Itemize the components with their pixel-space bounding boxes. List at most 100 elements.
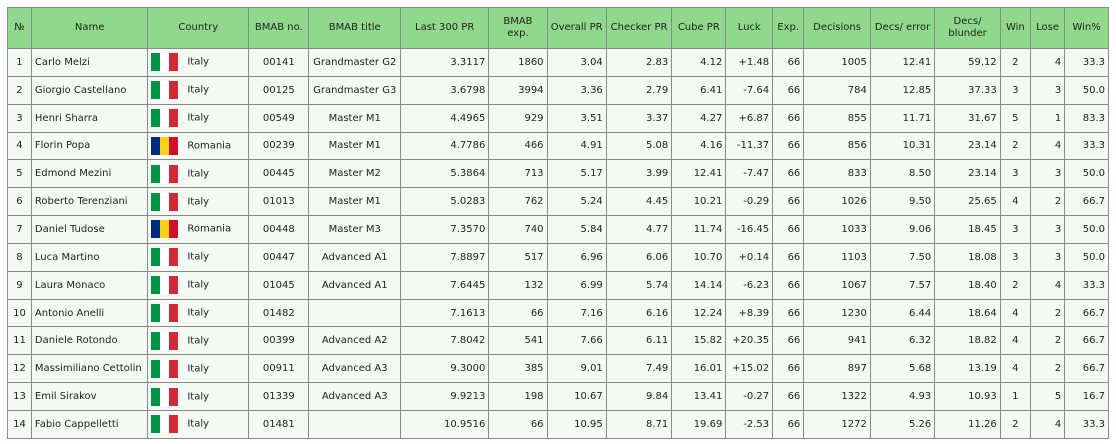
country-cell: Italy	[147, 326, 250, 356]
cube-cell: 16.01	[671, 354, 727, 384]
country-name: Italy	[187, 168, 210, 180]
win-cell: 4	[999, 326, 1031, 356]
winpct-cell: 50.0	[1064, 242, 1109, 272]
last300-cell: 7.8042	[399, 326, 490, 356]
table-row[interactable]: 1 Carlo Melzi Italy 00141 Grandmaster G2 3.31…	[7, 48, 1109, 77]
winpct-cell: 66.7	[1064, 187, 1109, 217]
column-header[interactable]: BMAB exp.	[488, 7, 548, 49]
column-header[interactable]: Decs/ blunder	[934, 7, 1001, 49]
lose-cell: 3	[1029, 215, 1066, 244]
lose-cell: 4	[1029, 409, 1066, 440]
table-row[interactable]: 3 Henri Sharra Italy 00549 Master M1 4.4965 92…	[7, 103, 1109, 133]
exp-cell: 66	[772, 354, 805, 384]
decs-blunder-cell: 11.26	[934, 409, 1001, 440]
overall-cell: 6.96	[546, 242, 607, 272]
column-header[interactable]: Decs/ error	[869, 7, 936, 49]
country-name: Italy	[187, 251, 210, 263]
winpct-cell: 50.0	[1064, 159, 1109, 189]
column-header[interactable]: Decisions	[803, 7, 871, 49]
overall-cell: 3.04	[546, 48, 607, 77]
cube-cell: 10.70	[671, 242, 727, 272]
table-row[interactable]: 11 Daniele Rotondo Italy 00399 Advanced A2 7.…	[7, 326, 1109, 356]
lose-cell: 2	[1029, 187, 1066, 217]
decisions-cell: 1322	[803, 382, 871, 411]
table-row[interactable]: 10 Antonio Anelli Italy 01482 7.1613 66 7.16 6.…	[7, 298, 1109, 328]
table-row[interactable]: 12 Massimiliano Cettolin Italy 00911 Advance…	[7, 354, 1109, 384]
table-row[interactable]: 14 Fabio Cappelletti Italy 01481 10.9516 66 10…	[7, 409, 1109, 440]
table-row[interactable]: 8 Luca Martino Italy 00447 Advanced A1 7.8897…	[7, 242, 1109, 272]
italy-flag-icon	[151, 164, 179, 183]
country-cell: Italy	[147, 409, 250, 440]
name-cell: Emil Sirakov	[30, 382, 149, 411]
bmab-exp-cell: 740	[488, 215, 548, 244]
table-row[interactable]: 7 Daniel Tudose Romania 00448 Master M3 7.357…	[7, 215, 1109, 244]
column-header[interactable]: Last 300 PR	[399, 7, 490, 49]
win-cell: 1	[999, 382, 1031, 411]
last300-cell: 7.6445	[399, 270, 490, 300]
country-cell: Italy	[147, 159, 250, 189]
decs-error-cell: 6.44	[869, 298, 936, 328]
table-row[interactable]: 13 Emil Sirakov Italy 01339 Advanced A3 9.921…	[7, 382, 1109, 411]
overall-cell: 3.36	[546, 75, 607, 105]
country-cell: Italy	[147, 270, 250, 300]
italy-flag-icon	[151, 248, 179, 267]
last300-cell: 4.4965	[399, 103, 490, 133]
romania-flag-icon	[151, 136, 179, 155]
table-row[interactable]: 5 Edmond Mezini Italy 00445 Master M2 5.3864 7…	[7, 159, 1109, 189]
title-cell: Advanced A3	[308, 354, 401, 384]
country-name: Italy	[187, 196, 210, 208]
table-row[interactable]: 4 Florin Popa Romania 00239 Master M1 4.7786 4…	[7, 131, 1109, 161]
win-cell: 3	[999, 75, 1031, 105]
column-header[interactable]: №	[7, 7, 32, 49]
checker-cell: 4.45	[605, 187, 673, 217]
country-cell: Italy	[147, 354, 250, 384]
exp-cell: 66	[772, 75, 805, 105]
table-row[interactable]: 9 Laura Monaco Italy 01045 Advanced A1 7.6445…	[7, 270, 1109, 300]
decs-blunder-cell: 31.67	[934, 103, 1001, 133]
bmab-no-cell: 00549	[248, 103, 310, 133]
column-header[interactable]: BMAB title	[308, 7, 401, 49]
checker-cell: 2.79	[605, 75, 673, 105]
column-header[interactable]: Exp.	[772, 7, 805, 49]
column-header[interactable]: Name	[30, 7, 149, 49]
winpct-cell: 33.3	[1064, 270, 1109, 300]
n-cell: 5	[7, 159, 32, 189]
win-cell: 3	[999, 242, 1031, 272]
cube-cell: 12.24	[671, 298, 727, 328]
table-row[interactable]: 2 Giorgio Castellano Italy 00125 Grandmaster…	[7, 75, 1109, 105]
column-header[interactable]: Win	[999, 7, 1031, 49]
overall-cell: 6.99	[546, 270, 607, 300]
lose-cell: 5	[1029, 382, 1066, 411]
column-header[interactable]: Country	[147, 7, 250, 49]
lose-cell: 4	[1029, 270, 1066, 300]
checker-cell: 2.83	[605, 48, 673, 77]
last300-cell: 5.3864	[399, 159, 490, 189]
column-header[interactable]: Cube PR	[671, 7, 727, 49]
luck-cell: +8.39	[725, 298, 774, 328]
decs-blunder-cell: 23.14	[934, 159, 1001, 189]
table-row[interactable]: 6 Roberto Terenziani Italy 01013 Master M1 5.…	[7, 187, 1109, 217]
n-cell: 4	[7, 131, 32, 161]
column-header[interactable]: Win%	[1064, 7, 1109, 49]
standings-table: № Name Country BMAB no. BMAB title Last 300 P…	[7, 7, 1109, 440]
country-name: Italy	[187, 363, 210, 375]
title-cell: Master M1	[308, 131, 401, 161]
winpct-cell: 50.0	[1064, 215, 1109, 244]
last300-cell: 9.3000	[399, 354, 490, 384]
column-header[interactable]: Lose	[1029, 7, 1066, 49]
column-header[interactable]: Checker PR	[605, 7, 673, 49]
luck-cell: +0.14	[725, 242, 774, 272]
cube-cell: 4.16	[671, 131, 727, 161]
exp-cell: 66	[772, 242, 805, 272]
column-header[interactable]: Luck	[725, 7, 774, 49]
last300-cell: 7.1613	[399, 298, 490, 328]
country-name: Italy	[187, 418, 210, 430]
decs-error-cell: 8.50	[869, 159, 936, 189]
decisions-cell: 1005	[803, 48, 871, 77]
column-header[interactable]: Overall PR	[546, 7, 607, 49]
country-name: Italy	[187, 335, 210, 347]
exp-cell: 66	[772, 409, 805, 440]
win-cell: 5	[999, 103, 1031, 133]
luck-cell: -7.64	[725, 75, 774, 105]
column-header[interactable]: BMAB no.	[248, 7, 310, 49]
